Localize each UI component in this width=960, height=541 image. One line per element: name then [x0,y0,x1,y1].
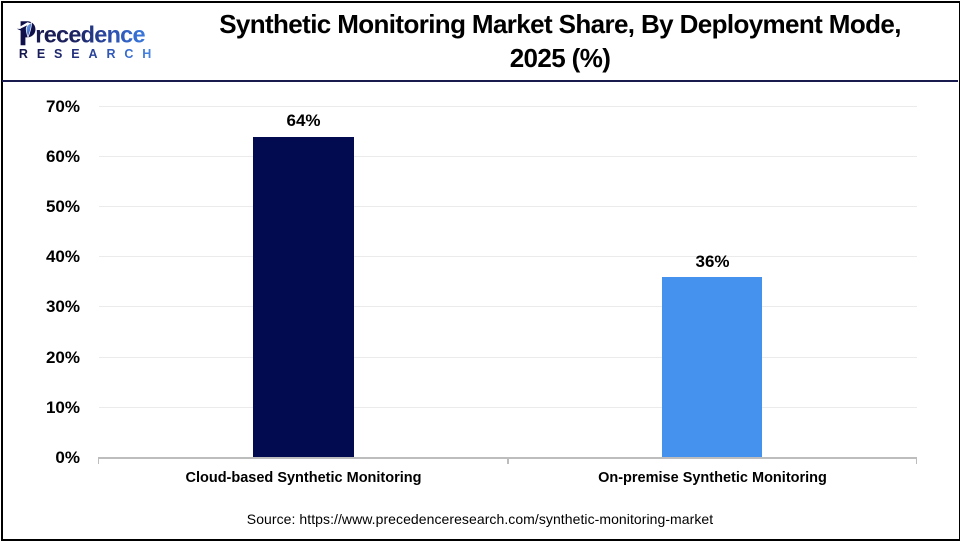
svg-text:RESEARCH: RESEARCH [19,47,160,61]
svg-text:recedence: recedence [35,22,145,48]
